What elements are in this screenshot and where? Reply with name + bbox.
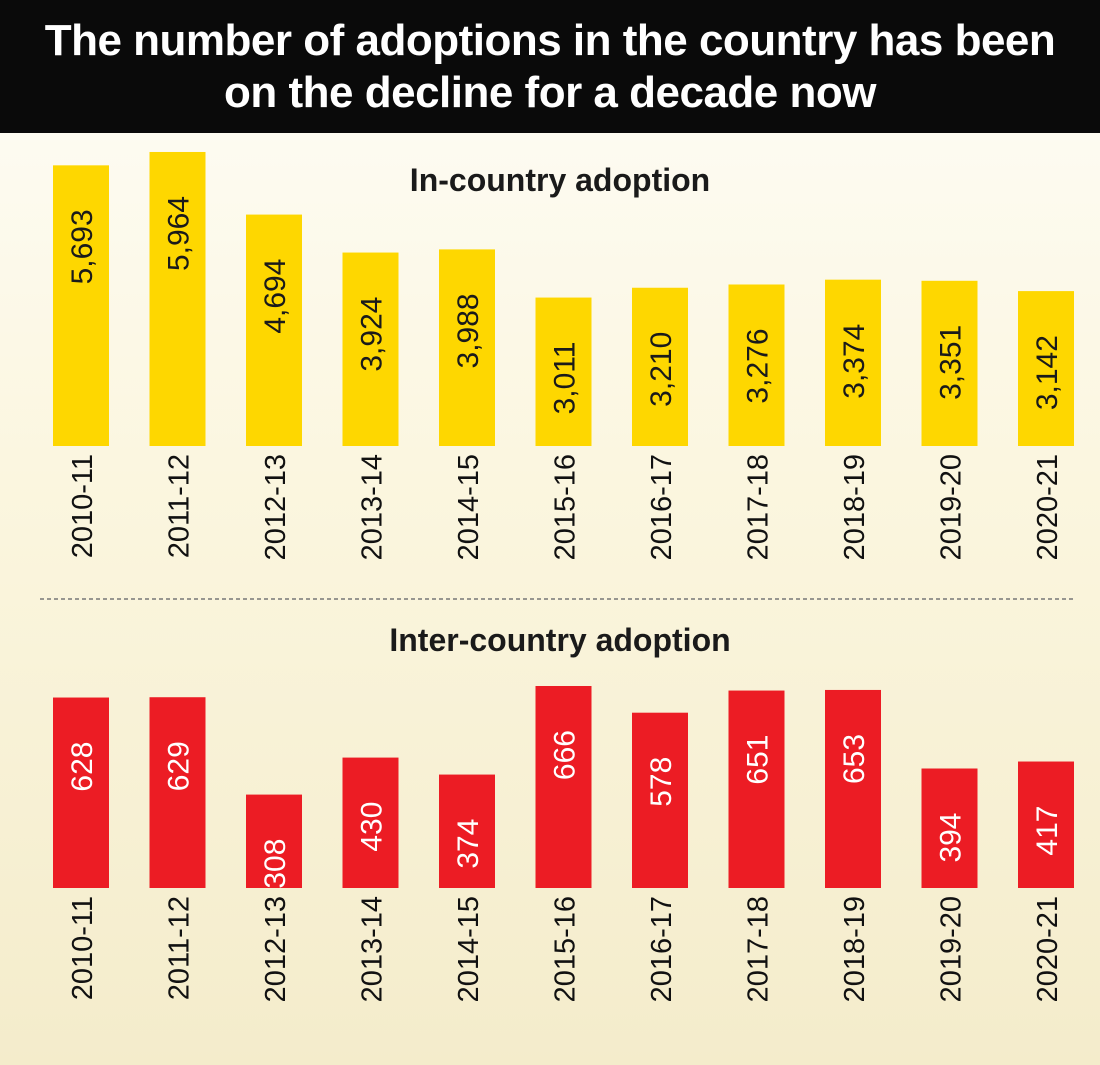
in-country-category-label: 2010-11 (67, 454, 99, 558)
inter-country-value-label: 417 (1031, 806, 1064, 856)
in-country-bar-2019-20 (921, 280, 978, 446)
inter-country-bar-2017-18 (728, 690, 785, 888)
inter-country-bar-2011-12 (149, 697, 206, 888)
in-country-category-label: 2013-14 (357, 454, 389, 560)
in-country-value-label: 3,924 (356, 297, 389, 372)
in-country-category-label: 2014-15 (453, 454, 485, 560)
inter-country-value-label: 653 (838, 734, 871, 784)
inter-country-bar-2016-17 (632, 712, 688, 888)
in-country-value-label: 3,210 (645, 332, 678, 407)
inter-country-value-label: 374 (452, 819, 485, 869)
inter-country-value-label: 666 (549, 730, 582, 780)
in-country-value-label: 3,988 (452, 293, 485, 368)
in-country-panel: In-country adoption 5,693 2010-11 5,964 201… (53, 151, 1074, 560)
inter-country-category-label: 2011-12 (164, 896, 196, 1000)
inter-country-bar-2020-21 (1018, 761, 1074, 888)
adoption-charts: In-country adoption 5,693 2010-11 5,964 201… (40, 151, 1075, 1002)
inter-country-category-label: 2020-21 (1032, 896, 1064, 1002)
inter-country-bar-2018-19 (825, 689, 881, 888)
in-country-bar-2020-21 (1018, 291, 1074, 446)
in-country-value-label: 3,351 (935, 325, 968, 400)
in-country-value-label: 3,142 (1031, 335, 1064, 410)
in-country-value-label: 5,964 (163, 196, 196, 271)
in-country-bar-2010-11 (53, 165, 109, 447)
inter-country-value-label: 651 (742, 735, 775, 785)
inter-country-category-label: 2012-13 (260, 896, 292, 1002)
inter-country-category-label: 2013-14 (357, 896, 389, 1002)
inter-country-bar-2014-15 (439, 774, 495, 888)
in-country-category-label: 2016-17 (646, 454, 678, 560)
in-country-category-label: 2018-19 (839, 454, 871, 560)
inter-country-category-label: 2019-20 (936, 896, 968, 1002)
header-banner: The number of adoptions in the country h… (0, 0, 1100, 133)
inter-country-bar-2010-11 (53, 697, 109, 888)
inter-country-value-label: 430 (356, 802, 389, 852)
in-country-value-label: 3,374 (838, 324, 871, 399)
in-country-category-label: 2011-12 (164, 454, 196, 558)
in-country-category-label: 2017-18 (743, 454, 775, 560)
inter-country-value-label: 628 (66, 742, 99, 792)
in-country-bar-2011-12 (149, 151, 206, 446)
inter-country-panel: Inter-country adoption 628 2010-11 629 2011… (53, 622, 1074, 1002)
inter-country-category-label: 2010-11 (67, 896, 99, 1000)
in-country-bar-2017-18 (728, 284, 785, 446)
in-country-bar-2014-15 (439, 249, 495, 446)
in-country-chart-title: In-country adoption (410, 162, 710, 198)
in-country-bar-2016-17 (632, 287, 688, 446)
inter-country-value-label: 629 (163, 741, 196, 791)
in-country-bar-2012-13 (246, 214, 302, 446)
inter-country-bar-2012-13 (246, 794, 302, 888)
inter-country-value-label: 394 (935, 812, 968, 862)
in-country-bar-2018-19 (825, 279, 881, 446)
in-country-value-label: 4,694 (259, 259, 292, 334)
in-country-bar-2013-14 (342, 252, 399, 446)
in-country-category-label: 2015-16 (550, 454, 582, 560)
in-country-category-label: 2012-13 (260, 454, 292, 560)
in-country-value-label: 3,011 (549, 342, 582, 415)
in-country-category-label: 2020-21 (1032, 454, 1064, 560)
inter-country-category-label: 2018-19 (839, 896, 871, 1002)
inter-country-category-label: 2016-17 (646, 896, 678, 1002)
inter-country-value-label: 308 (259, 839, 292, 889)
in-country-value-label: 3,276 (742, 328, 775, 403)
inter-country-chart-title: Inter-country adoption (389, 622, 730, 658)
inter-country-bar-2019-20 (921, 768, 978, 888)
headline: The number of adoptions in the country h… (44, 15, 1056, 117)
inter-country-bars: 628 2010-11 629 2011-12 308 2012-13 430 2013-14… (53, 686, 1074, 1002)
inter-country-category-label: 2014-15 (453, 896, 485, 1002)
inter-country-bar-2015-16 (535, 686, 592, 888)
inter-country-value-label: 578 (645, 757, 678, 807)
inter-country-category-label: 2017-18 (743, 896, 775, 1002)
in-country-bar-2015-16 (535, 297, 592, 446)
in-country-category-label: 2019-20 (936, 454, 968, 560)
in-country-bars: 5,693 2010-11 5,964 2011-12 4,694 2012-13 3,92… (53, 151, 1074, 560)
inter-country-bar-2013-14 (342, 757, 399, 888)
inter-country-category-label: 2015-16 (550, 896, 582, 1002)
in-country-value-label: 5,693 (66, 209, 99, 284)
